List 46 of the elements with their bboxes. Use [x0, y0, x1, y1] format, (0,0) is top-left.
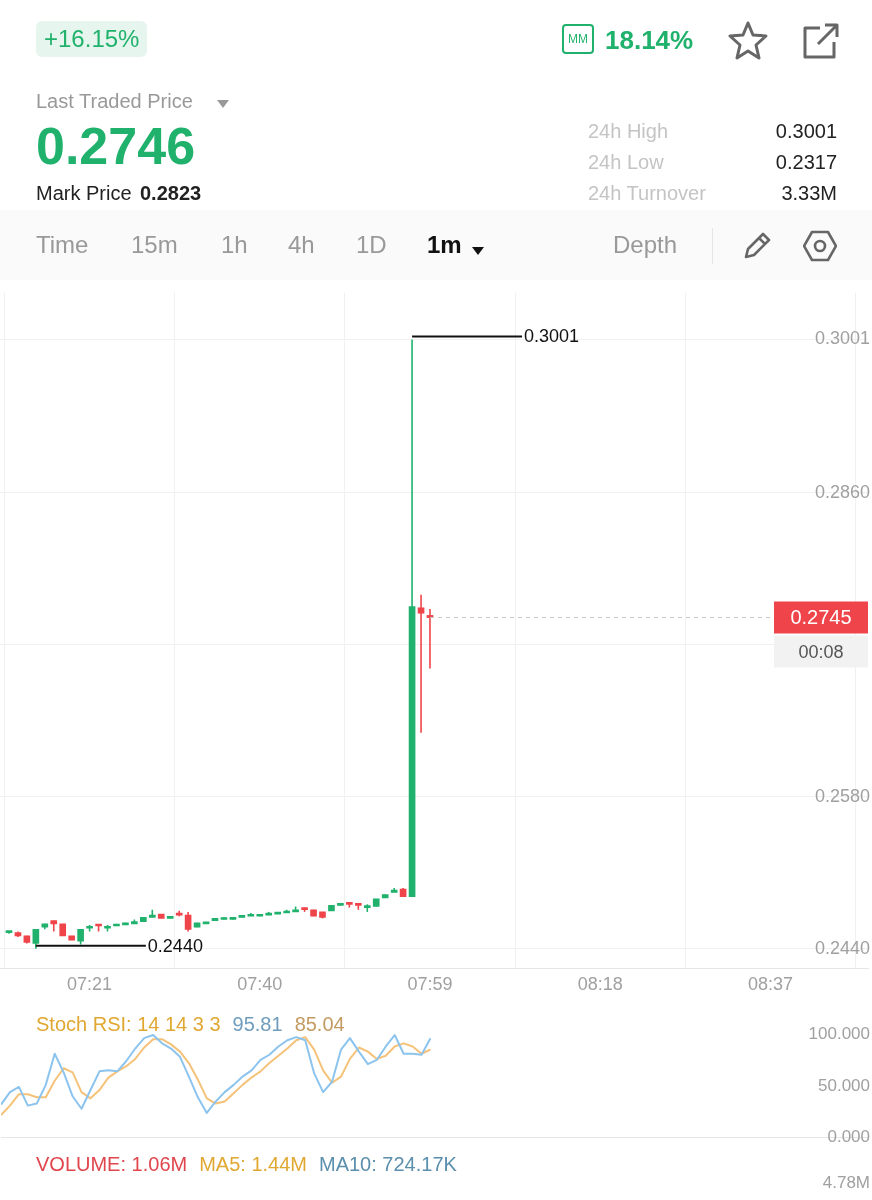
text: 4h [288, 231, 315, 258]
text: 24h Turnover [588, 182, 706, 204]
y-tick-label: 0.000 [827, 1127, 870, 1147]
text: 0.2746 [36, 117, 196, 175]
x-tick-label: 07:21 [67, 974, 113, 995]
candlestick [32, 928, 40, 950]
text: +16.15% [36, 21, 148, 57]
text: 18.14% [605, 25, 694, 55]
series-label: 95.81 [232, 1013, 283, 1035]
series-label: 85.04 [294, 1013, 345, 1035]
annotation: 00:08 [798, 641, 844, 662]
text: 1h [221, 231, 248, 258]
y-tick-label: 0.2860 [814, 481, 870, 502]
text: 1D [356, 231, 387, 258]
y-tick-label: 100.000 [808, 1023, 870, 1043]
text: MA10: 724.17K [319, 1153, 457, 1175]
x-tick-label: 07:59 [407, 974, 453, 995]
text: MA5: 1.44M [199, 1153, 307, 1175]
text: 0.2823 [140, 182, 202, 204]
y-tick-label: 0.2440 [814, 937, 870, 958]
text: Mark Price [36, 182, 132, 204]
ref-line-label: 0.2745 [790, 606, 852, 629]
text: Time [36, 231, 89, 258]
text: 24h Low [588, 151, 664, 173]
annotation: 0.3001 [524, 326, 580, 347]
y-tick-label: 0.2580 [814, 785, 870, 806]
text: 0.3001 [775, 120, 837, 142]
text: Depth [613, 231, 678, 258]
candlestick [417, 593, 425, 734]
candlestick [184, 911, 192, 933]
text: 3.33M [781, 182, 837, 204]
x-tick-label: 08:37 [747, 974, 793, 995]
y-tick-label: 50.000 [818, 1075, 870, 1095]
chart-title: Stoch RSI: 14 14 3 3 [36, 1013, 221, 1035]
text: VOLUME: 1.06M [36, 1153, 188, 1175]
text: 15m [131, 231, 178, 258]
x-tick-label: 07:40 [237, 974, 283, 995]
text: 0.2317 [775, 151, 837, 173]
text: MM [562, 24, 594, 54]
y-tick-label: 0.3001 [814, 328, 870, 349]
x-tick-label: 08:18 [577, 974, 623, 995]
annotation: 0.2440 [147, 935, 203, 956]
text: Last Traded Price [36, 90, 193, 112]
text: 4.78M [822, 1173, 870, 1192]
text: 1m [427, 231, 462, 258]
text: 24h High [588, 120, 669, 142]
